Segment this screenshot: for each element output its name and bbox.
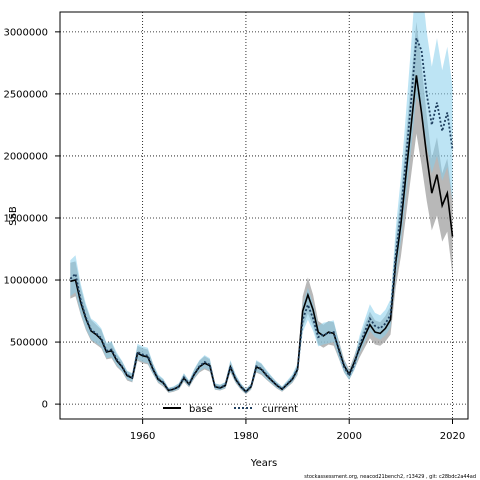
base-confidence-band (70, 21, 453, 395)
grid (60, 12, 468, 419)
y-tick-label: 1500000 (3, 213, 48, 224)
y-axis-title: SSB (8, 206, 19, 226)
x-axis: 1960 1980 2000 2020 (130, 419, 465, 442)
current-confidence-band (70, 12, 453, 394)
x-axis-title: Years (250, 458, 277, 469)
current-series-line (69, 37, 454, 393)
y-tick-label: 0 (42, 400, 48, 411)
series-lines (69, 37, 454, 393)
base-series-line (70, 75, 454, 393)
y-tick-label: 2500000 (3, 89, 48, 100)
x-tick-label: 1960 (130, 431, 155, 442)
y-tick-label: 1000000 (3, 276, 48, 287)
legend: base current (163, 404, 298, 415)
legend-label-current: current (262, 404, 298, 415)
x-tick-label: 2000 (336, 431, 361, 442)
plot-frame (59, 11, 469, 420)
y-tick-label: 2000000 (3, 151, 48, 162)
x-tick-label: 2020 (440, 431, 465, 442)
y-tick-label: 3000000 (3, 27, 48, 38)
y-axis: 0 500000 1000000 1500000 2000000 2500000 30000… (3, 27, 60, 411)
y-tick-label: 500000 (10, 338, 48, 349)
x-tick-label: 1980 (233, 431, 258, 442)
confidence-bands (70, 12, 453, 395)
legend-label-base: base (189, 404, 213, 415)
footer-credit: stockassessment.org, neacod21bench2, r13… (304, 474, 476, 480)
